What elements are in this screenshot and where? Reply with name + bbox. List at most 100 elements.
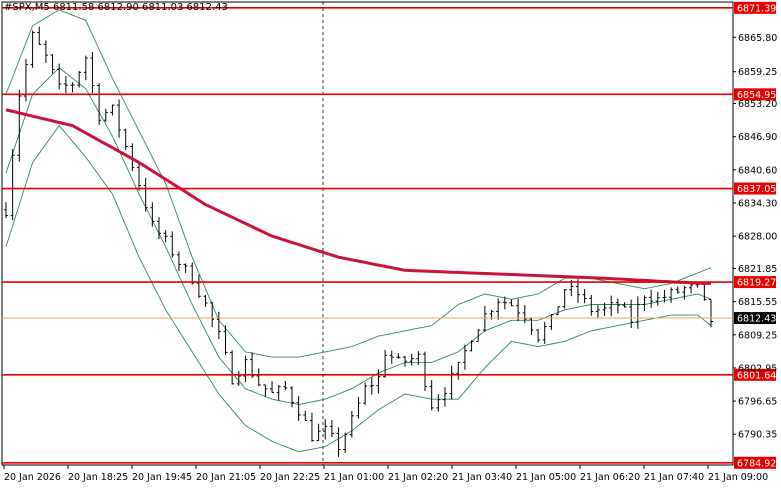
axes: 6865.80 6859.25 6853.20 6846.90 6840.60 6834.… <box>3 33 777 483</box>
candle <box>436 394 441 412</box>
price-level-label-bg <box>734 276 776 289</box>
candle <box>602 302 607 316</box>
bollinger-bands <box>5 9 712 453</box>
candle <box>476 329 481 342</box>
candle <box>30 30 35 68</box>
candle <box>150 202 155 227</box>
candle <box>469 340 474 352</box>
candle <box>176 251 181 272</box>
candle <box>183 263 188 273</box>
candle <box>289 386 294 408</box>
x-tick-label: 20 Jan 21:05 <box>196 472 256 483</box>
candle <box>83 55 88 81</box>
price-level-label: 6871.39 <box>737 3 776 14</box>
price-level-label-bg <box>734 88 776 101</box>
symbol-info: #SPX,M5 6811.58 6812.90 6811.03 6812.43 <box>4 2 228 13</box>
candle <box>629 299 634 329</box>
candle <box>635 296 640 329</box>
x-tick-label: 21 Jan 09:00 <box>708 472 768 483</box>
candle <box>496 298 501 320</box>
x-tick-label: 20 Jan 2026 <box>4 472 61 483</box>
candle <box>343 432 348 453</box>
candle <box>97 83 102 125</box>
candle <box>529 317 534 336</box>
y-tick-label: 6840.60 <box>738 165 777 176</box>
candle <box>256 368 261 386</box>
candle <box>403 355 408 367</box>
x-tick-label: 21 Jan 03:40 <box>452 472 512 483</box>
candle <box>77 71 82 88</box>
candles <box>4 26 713 457</box>
candle <box>682 285 687 300</box>
candle <box>323 419 328 440</box>
candle <box>462 344 467 370</box>
candle <box>110 104 115 116</box>
price-level-label-bg <box>734 182 776 195</box>
candle <box>442 387 447 407</box>
price-level-label-bg <box>734 1 776 14</box>
bollinger-middle-line <box>5 67 712 405</box>
x-tick-label: 21 Jan 06:20 <box>580 472 640 483</box>
candle <box>263 384 268 397</box>
candle <box>329 419 334 437</box>
x-tick-label: 20 Jan 19:45 <box>132 472 192 483</box>
price-level-label: 6854.95 <box>737 90 776 101</box>
x-tick-label: 20 Jan 18:25 <box>68 472 128 483</box>
y-tick-label: 6859.25 <box>738 67 777 78</box>
candle <box>203 295 208 307</box>
candle <box>575 279 580 303</box>
candle <box>309 412 314 442</box>
candle <box>702 283 707 301</box>
candle <box>649 289 654 308</box>
candle <box>303 410 308 421</box>
y-tick-label: 6865.80 <box>738 33 777 44</box>
price-level-label-bg <box>734 368 776 381</box>
candle <box>655 291 660 306</box>
candle <box>90 51 95 93</box>
y-tick-label: 6796.65 <box>738 397 777 408</box>
candle <box>556 306 561 316</box>
candle <box>669 287 674 304</box>
candle <box>170 231 175 258</box>
candle <box>50 54 55 74</box>
candle <box>117 99 122 138</box>
price-level-label: 6784.92 <box>737 458 776 469</box>
candle <box>163 229 168 243</box>
current-price-label-bg <box>734 312 776 325</box>
candle <box>502 296 507 310</box>
bollinger-lower-line <box>5 124 712 453</box>
horizontal-levels[interactable]: 6871.39 6854.95 6837.05 6819.27 6801.64 6784.… <box>2 1 776 469</box>
candle <box>675 286 680 294</box>
moving-average <box>5 108 712 285</box>
candle <box>416 351 421 365</box>
candle <box>522 305 527 324</box>
x-tick-label: 21 Jan 01:00 <box>324 472 384 483</box>
candle <box>549 313 554 330</box>
candle <box>270 381 275 393</box>
plot-frame <box>1 1 734 466</box>
candle <box>283 380 288 391</box>
candle <box>143 177 148 212</box>
y-tick-label: 6815.55 <box>738 297 777 308</box>
candle <box>363 382 368 405</box>
candle <box>642 295 647 312</box>
candle <box>57 63 62 90</box>
candle <box>156 217 161 240</box>
candle <box>562 288 567 309</box>
candle <box>10 149 15 221</box>
candle <box>223 325 228 355</box>
candle <box>409 353 414 366</box>
candle <box>389 350 394 364</box>
price-level-label-bg <box>734 456 776 469</box>
candle <box>456 361 461 380</box>
candle <box>276 385 281 401</box>
y-tick-label: 6853.20 <box>738 99 777 110</box>
candle <box>316 423 321 442</box>
candle <box>243 355 248 382</box>
candle <box>589 294 594 316</box>
y-tick-label: 6809.25 <box>738 330 777 341</box>
candle <box>70 82 75 93</box>
x-tick-label: 21 Jan 05:00 <box>516 472 576 483</box>
